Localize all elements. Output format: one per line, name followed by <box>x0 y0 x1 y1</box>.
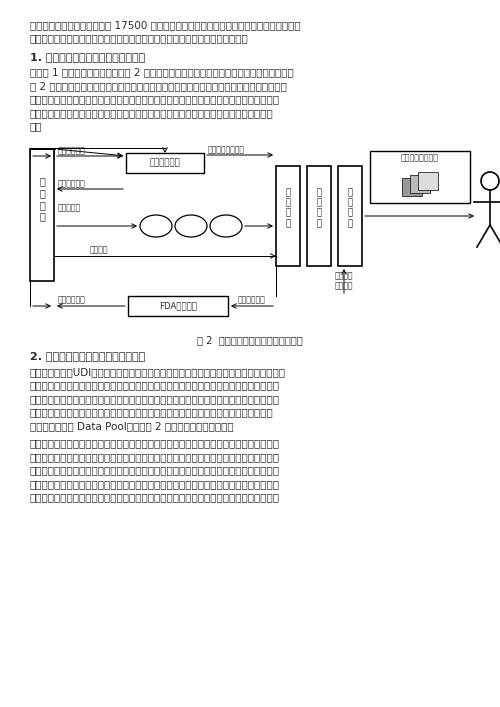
Text: 护的管理，根据医院的要求，上海在实施过程中建立了植入性医疗器械产品中央数据平台: 护的管理，根据医院的要求，上海在实施过程中建立了植入性医疗器械产品中央数据平台 <box>30 407 274 418</box>
Text: 企业收集数据: 企业收集数据 <box>58 295 86 304</box>
Bar <box>276 166 300 266</box>
Bar <box>30 149 54 281</box>
Text: 平台获得医院的使用数据。医院的产品数据库的日常运行和维护得到产品中央数据平台支: 平台获得医院的使用数据。医院的产品数据库的日常运行和维护得到产品中央数据平台支 <box>30 108 274 118</box>
Text: 1. 植入性医疗器械追溯系统实施方案: 1. 植入性医疗器械追溯系统实施方案 <box>30 52 145 62</box>
Text: 持。: 持。 <box>30 122 42 132</box>
Text: 销售情况报告: 销售情况报告 <box>58 179 86 188</box>
Bar <box>126 153 204 173</box>
Text: 手
术
记
录: 手 术 记 录 <box>316 188 322 228</box>
Bar <box>402 178 422 196</box>
Text: 识别数据关联财务: 识别数据关联财务 <box>401 153 439 163</box>
Text: 间限制及时通过网络对中央数据平台中的信息进行调整。同时，产品的生产商可以利用中央: 间限制及时通过网络对中央数据平台中的信息进行调整。同时，产品的生产商可以利用中央 <box>30 465 280 476</box>
Text: 中央数据平台的产品信息由生产企业输入，各医院直接到中央数据平台下载需要的产品数据: 中央数据平台的产品信息由生产企业输入，各医院直接到中央数据平台下载需要的产品数据 <box>30 438 280 448</box>
Text: 企业直销: 企业直销 <box>90 245 108 254</box>
Text: 图 2  植入性医疗器械追溯系统原理图: 图 2 植入性医疗器械追溯系统原理图 <box>197 335 303 345</box>
Text: 代表产品身份（UDI）的条码自动识别后，为了输出形成管理人可以阅读的文字信息，必须: 代表产品身份（UDI）的条码自动识别后，为了输出形成管理人可以阅读的文字信息，必… <box>30 367 286 377</box>
Text: 委托销售链: 委托销售链 <box>58 203 81 212</box>
Text: （也称为数据池 Data Pool），见图 2 追溯系统图的最上部分。: （也称为数据池 Data Pool），见图 2 追溯系统图的最上部分。 <box>30 421 234 431</box>
Text: 医院下载产品数据: 医院下载产品数据 <box>208 145 245 154</box>
Bar <box>338 166 362 266</box>
Text: 数据平台的授权系统直接控制经销企业产品销售范围和医院的使用范围。中央数据平台为企: 数据平台的授权系统直接控制经销企业产品销售范围和医院的使用范围。中央数据平台为企 <box>30 479 280 489</box>
Bar <box>410 175 430 193</box>
Bar <box>418 172 438 190</box>
Text: 险医疗器械监督管理问题，防范伤害事件的发生和处置能起到不可替代的作用。: 险医疗器械监督管理问题，防范伤害事件的发生和处置能起到不可替代的作用。 <box>30 33 249 44</box>
Text: 性工作，建库以后还会发生变动、补充、修改等维护情况。为了简化医院建库和今后长期维: 性工作，建库以后还会发生变动、补充、修改等维护情况。为了简化医院建库和今后长期维 <box>30 394 280 404</box>
Text: 业与医院之间的购销信息传递建立了桥梁。这项数据传递功能纯粹是一项数据服务工作，中: 业与医院之间的购销信息传递建立了桥梁。这项数据传递功能纯粹是一项数据服务工作，中 <box>30 493 280 503</box>
Text: 形成医院本地产品数据库。企业如果有新的产品，产品证件的变动情况也可以不受地点和时: 形成医院本地产品数据库。企业如果有新的产品，产品证件的变动情况也可以不受地点和时 <box>30 452 280 462</box>
Text: 据报告平台累计收集使用数据 17500 多条。通过对数据的分析，追溯系统对解决上市后高风: 据报告平台累计收集使用数据 17500 多条。通过对数据的分析，追溯系统对解决上… <box>30 20 300 30</box>
Text: 送可销售数据: 送可销售数据 <box>58 146 86 155</box>
Text: 数据交换平台: 数据交换平台 <box>150 158 180 168</box>
Text: 自动识别
记录数据: 自动识别 记录数据 <box>335 271 353 291</box>
Text: 对比图 1 的三角形销售模式，在图 2 中间部分是企业通过销售链或者直接向医院销售产品。: 对比图 1 的三角形销售模式，在图 2 中间部分是企业通过销售链或者直接向医院销… <box>30 67 294 78</box>
Text: 生
产
企
业: 生 产 企 业 <box>39 177 45 221</box>
Text: 医院数据报告: 医院数据报告 <box>238 295 266 304</box>
Text: 疗信息向药监／卫生数据平台上报，同时在医院内部用于处理财务记录。企业通过上报数据: 疗信息向药监／卫生数据平台上报，同时在医院内部用于处理财务记录。企业通过上报数据 <box>30 95 280 105</box>
Text: 要有与该产品身份代码关联的产品数据库支持。各医院数据库建设是一个工作量很大的重复: 要有与该产品身份代码关联的产品数据库支持。各医院数据库建设是一个工作量很大的重复 <box>30 380 280 390</box>
Text: 图 2 中的医院部分，在手术后对产品身份代码进行自动识别和记录，并将产品信息与患者医: 图 2 中的医院部分，在手术后对产品身份代码进行自动识别和记录，并将产品信息与患… <box>30 81 287 91</box>
Text: 医
院
财
务: 医 院 财 务 <box>348 188 352 228</box>
Text: 2. 医院植入性医疗器械的数据库建设: 2. 医院植入性医疗器械的数据库建设 <box>30 351 145 361</box>
Text: FDA监管平台: FDA监管平台 <box>159 301 197 310</box>
Bar <box>370 151 470 203</box>
Bar <box>307 166 331 266</box>
Bar <box>128 296 228 316</box>
Text: 医
院
数
据: 医 院 数 据 <box>286 188 290 228</box>
